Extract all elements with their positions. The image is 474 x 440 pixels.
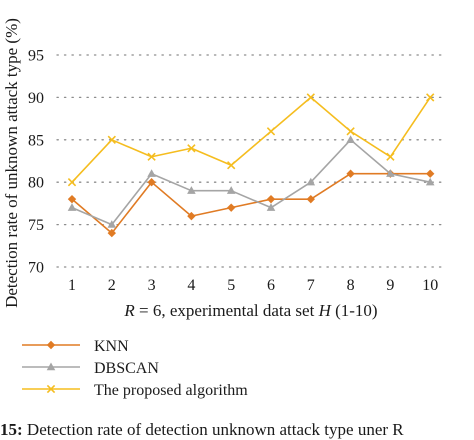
y-tick-label: 95 (28, 48, 44, 65)
x-axis-label: R = 6, experimental data set H (1-10) (123, 301, 377, 320)
legend-label: The proposed algorithm (94, 382, 248, 399)
data-point (306, 194, 315, 204)
data-point (107, 135, 116, 144)
data-point (346, 135, 355, 143)
data-point (346, 127, 355, 136)
figure-caption-label: 15: (0, 420, 23, 439)
data-point (147, 169, 156, 177)
figure-caption: 15: Detection rate of detection unknown … (0, 420, 474, 440)
figure-caption-text: Detection rate of detection unknown atta… (22, 420, 404, 439)
data-point (227, 161, 236, 170)
data-point (306, 93, 315, 102)
legend-item: The proposed algorithm (22, 382, 248, 399)
x-tick-label: 1 (68, 277, 76, 294)
data-point (67, 178, 77, 187)
series-knn (67, 169, 435, 238)
data-point (67, 203, 77, 211)
x-tick-label: 9 (386, 277, 394, 294)
data-point (227, 203, 236, 212)
data-point (147, 152, 156, 161)
series-the-proposed-algorithm (67, 93, 435, 187)
y-tick-label: 80 (28, 175, 44, 192)
x-tick-labels: 1 2 3 4 5 6 7 8 9 10 (68, 277, 438, 294)
x-tick-label: 4 (187, 277, 195, 294)
x-tick-label: 10 (422, 277, 438, 294)
legend: KNN DBSCAN The proposed algorithm (22, 338, 248, 399)
x-tick-label: 6 (267, 277, 275, 294)
series-lines (67, 93, 435, 238)
data-point (107, 228, 116, 238)
data-point (226, 186, 236, 194)
series-line (71, 172, 431, 234)
legend-marker (46, 362, 56, 371)
data-point (147, 178, 156, 187)
legend-label: DBSCAN (94, 360, 159, 377)
data-point (386, 152, 395, 161)
data-point (187, 144, 196, 153)
series-line (71, 96, 431, 183)
legend-marker (46, 340, 56, 350)
data-point (346, 169, 355, 178)
series-dbscan (67, 135, 435, 228)
data-point (426, 169, 435, 178)
x-tick-label: 3 (148, 277, 156, 294)
x-tick-label: 8 (347, 277, 355, 294)
legend-marker (46, 384, 56, 394)
y-tick-label: 70 (28, 260, 44, 277)
y-axis-label: Detection rate of unknown attack type (%… (2, 18, 21, 308)
data-point (67, 194, 77, 204)
data-point (266, 127, 276, 136)
y-tick-label: 75 (28, 217, 44, 234)
data-point (306, 177, 316, 186)
x-tick-label: 2 (108, 277, 116, 294)
grid-lines (56, 54, 446, 268)
data-point (425, 177, 435, 186)
legend-item: KNN (22, 338, 129, 355)
data-point (266, 194, 276, 204)
legend-label: KNN (94, 338, 129, 355)
x-tick-label: 5 (227, 277, 235, 294)
legend-item: DBSCAN (22, 360, 159, 377)
data-point (266, 203, 276, 211)
y-tick-label: 85 (28, 132, 44, 149)
y-tick-label: 90 (28, 90, 44, 107)
x-tick-label: 7 (307, 277, 315, 294)
data-point (107, 220, 117, 228)
data-point (187, 186, 196, 194)
y-tick-labels: 70 75 80 85 90 95 (28, 48, 44, 277)
data-point (426, 93, 435, 102)
data-point (386, 169, 395, 177)
data-point (187, 211, 196, 221)
series-line (71, 139, 431, 226)
